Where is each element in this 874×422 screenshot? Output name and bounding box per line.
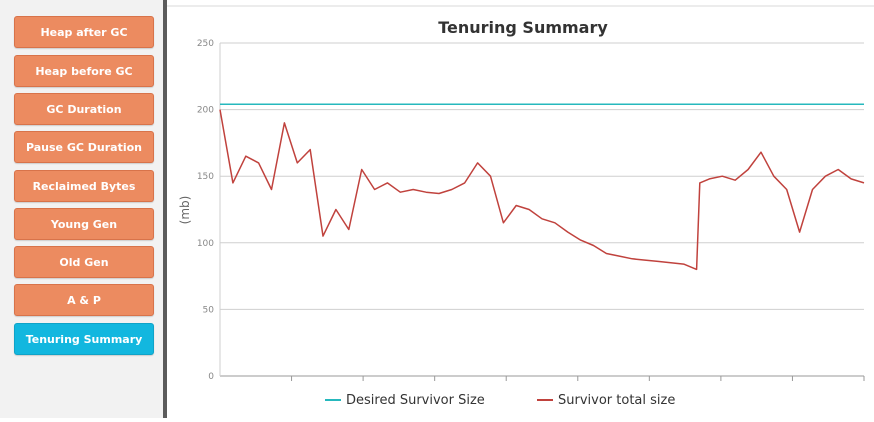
series-lines bbox=[219, 103, 865, 271]
legend-label: Survivor total size bbox=[558, 393, 675, 408]
old-gen-button[interactable]: Old Gen bbox=[14, 246, 154, 278]
tenuring-summary-button[interactable]: Tenuring Summary bbox=[14, 323, 154, 355]
y-tick-label: 50 bbox=[203, 305, 215, 315]
legend-label: Desired Survivor Size bbox=[346, 393, 485, 408]
y-tick-label: 0 bbox=[208, 372, 214, 382]
heap-after-gc-button[interactable]: Heap after GC bbox=[14, 16, 154, 48]
y-tick-label: 250 bbox=[197, 39, 214, 49]
sidebar-divider bbox=[163, 0, 167, 418]
a-and-p-button[interactable]: A & P bbox=[14, 284, 154, 316]
gc-duration-button[interactable]: GC Duration bbox=[14, 93, 154, 125]
y-tick-label: 150 bbox=[197, 172, 214, 182]
tenuring-summary-chart: Tenuring Summary (mb) 0 50 100 150 200 250 De… bbox=[167, 5, 874, 408]
survivor-total-size-line bbox=[219, 109, 865, 271]
chart-container: Tenuring Summary (mb) 0 50 100 150 200 250 De… bbox=[167, 0, 874, 418]
young-gen-button[interactable]: Young Gen bbox=[14, 208, 154, 240]
pause-gc-duration-button[interactable]: Pause GC Duration bbox=[14, 131, 154, 163]
reclaimed-bytes-button[interactable]: Reclaimed Bytes bbox=[14, 170, 154, 202]
y-tick-labels: 0 50 100 150 200 250 bbox=[197, 39, 214, 382]
legend: Desired Survivor Size Survivor total size bbox=[325, 393, 675, 408]
chart-title: Tenuring Summary bbox=[438, 18, 608, 37]
y-tick-label: 200 bbox=[197, 106, 214, 116]
x-tick-marks bbox=[291, 376, 865, 381]
heap-before-gc-button[interactable]: Heap before GC bbox=[14, 55, 154, 87]
y-axis-label: (mb) bbox=[178, 196, 192, 225]
y-tick-label: 100 bbox=[197, 239, 214, 249]
sidebar: Heap after GC Heap before GC GC Duration… bbox=[0, 0, 163, 418]
grid-lines bbox=[219, 42, 864, 377]
